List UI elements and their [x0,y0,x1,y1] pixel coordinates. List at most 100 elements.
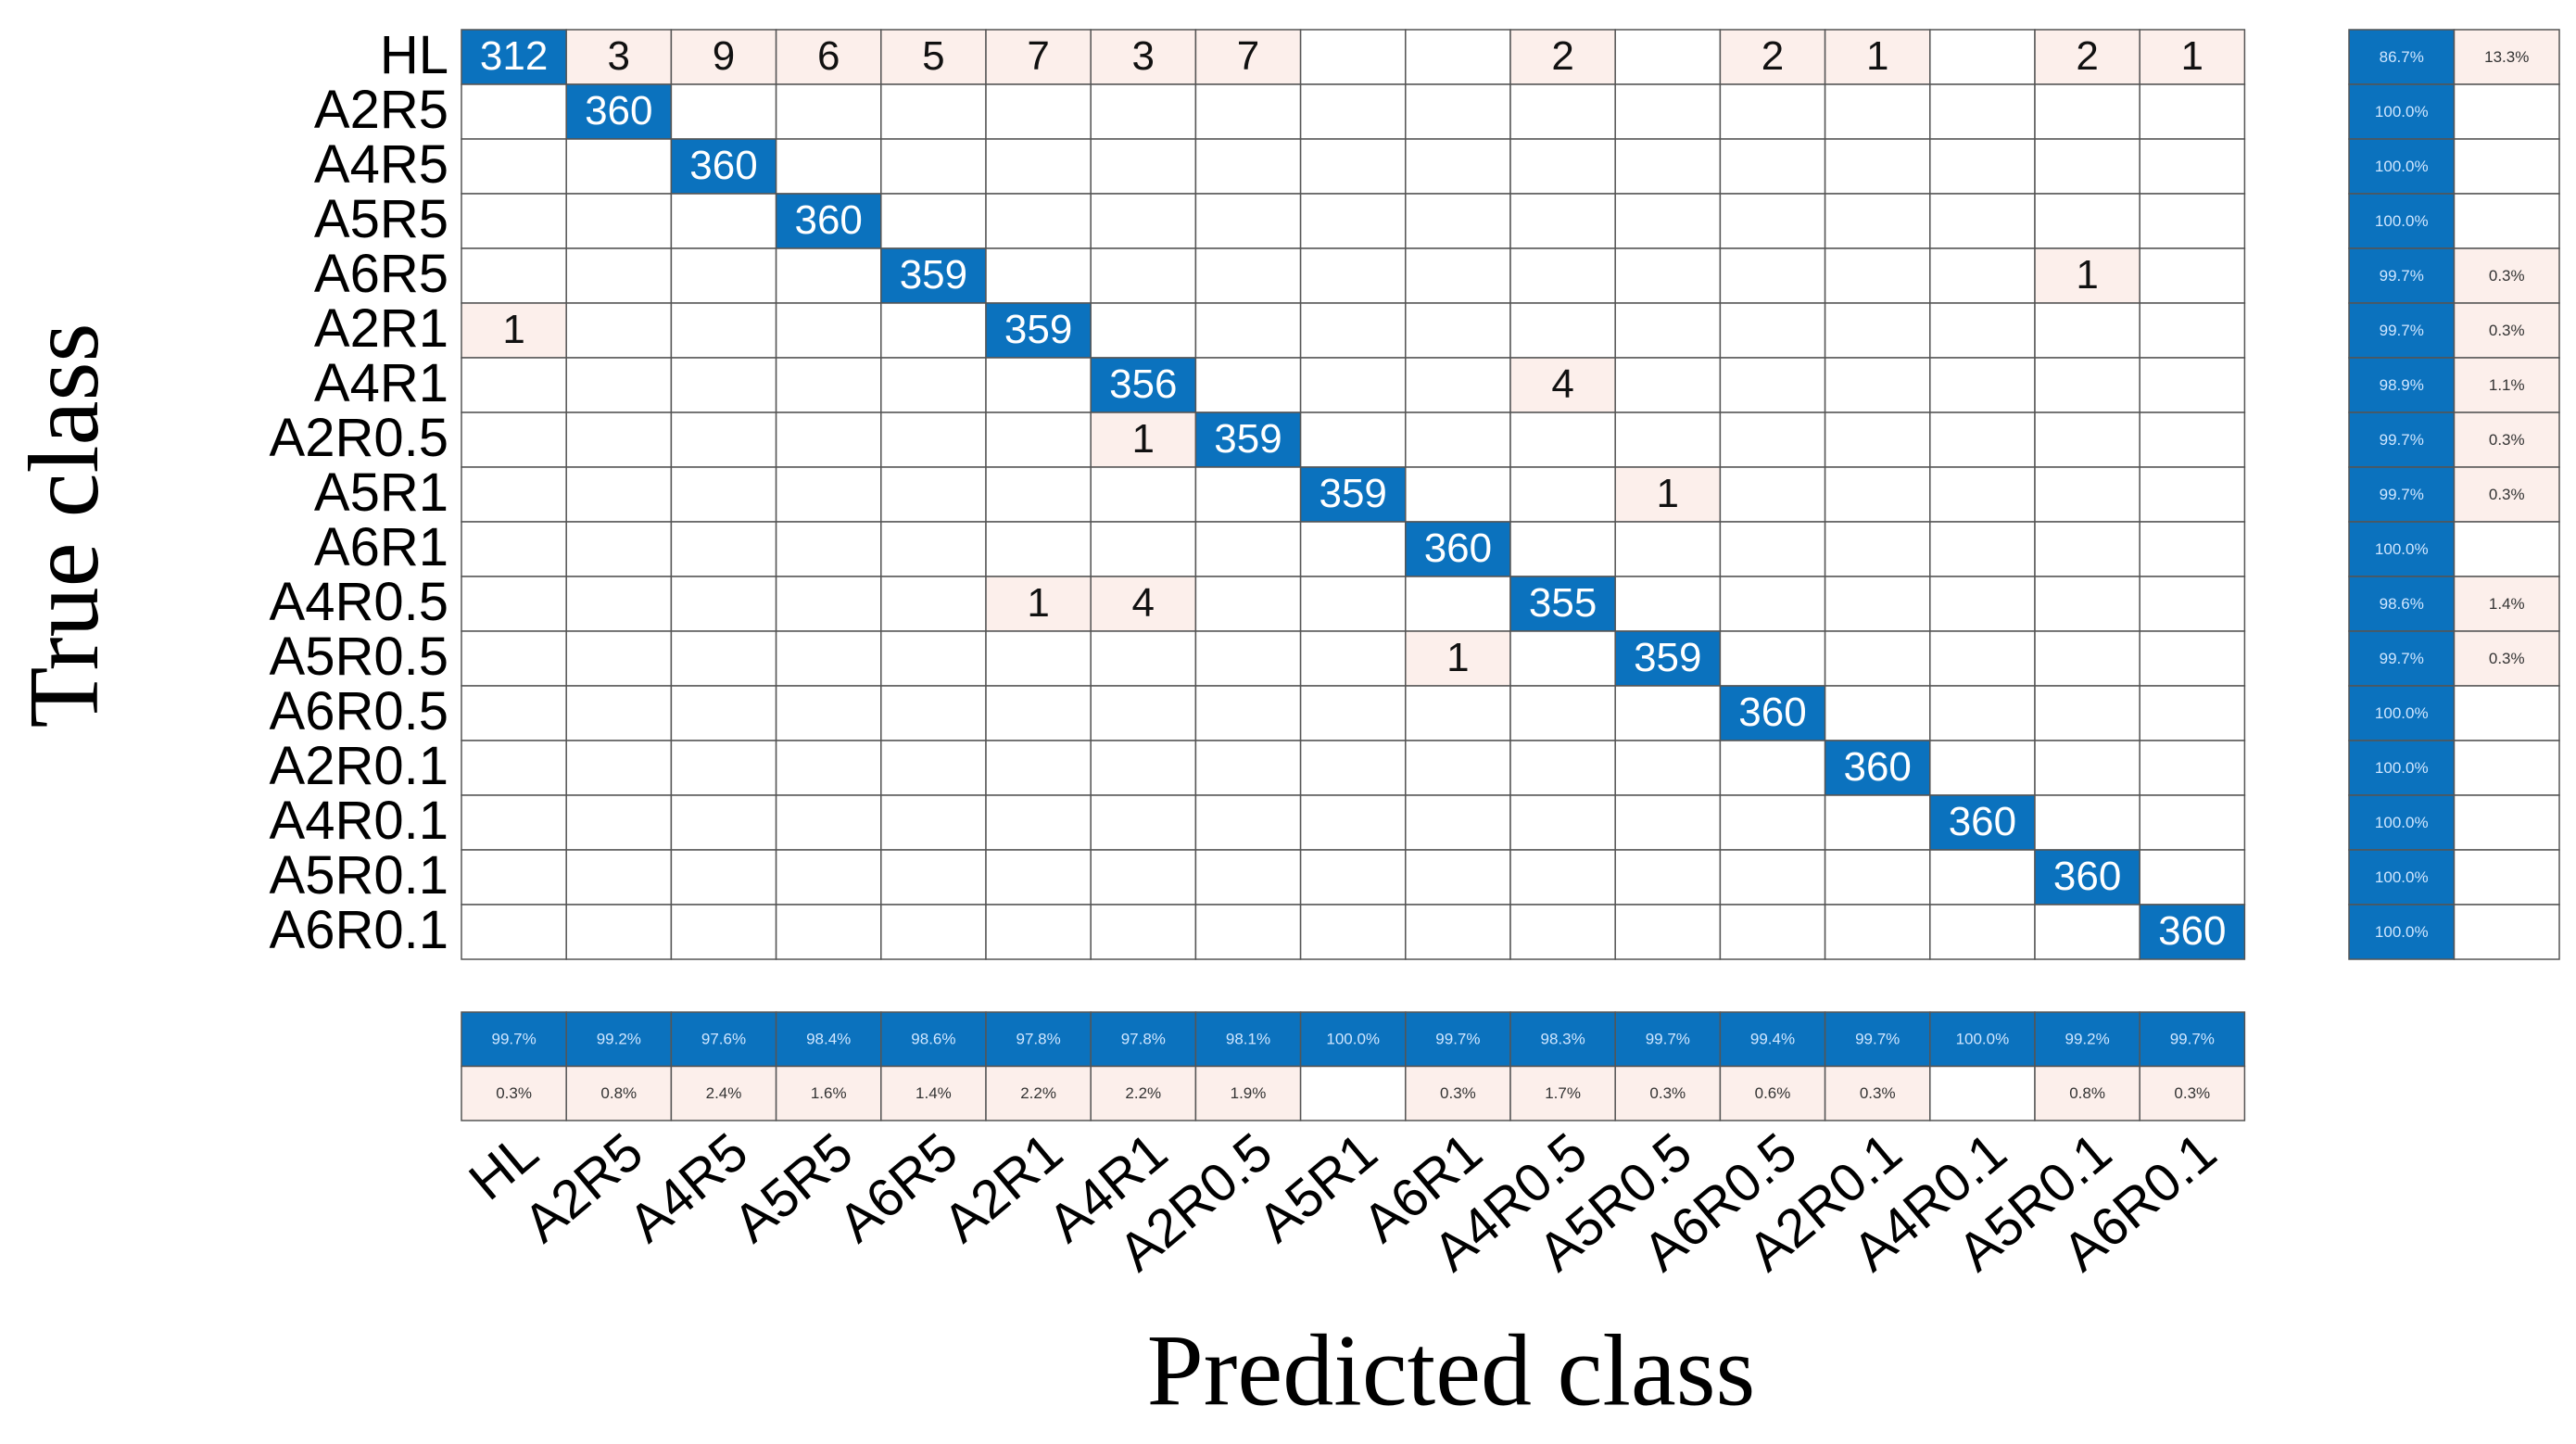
empty-cell [985,357,1092,413]
empty-cell [1509,630,1616,687]
cell [880,247,987,304]
y-tick-label: A6R0.5 [270,681,448,741]
empty-cell [880,83,987,140]
empty-cell [461,849,567,906]
empty-cell [1405,740,1511,796]
empty-cell [1614,302,1722,359]
y-tick-label: A5R0.5 [270,627,448,687]
x-tick-label: A2R5 [512,1121,654,1254]
cell-value: 1 [1446,635,1469,680]
y-tick-label: HL [380,25,448,85]
empty-cell [670,466,777,523]
empty-cell [880,466,987,523]
empty-cell [1824,466,1931,523]
row-summary-cell [2348,466,2456,523]
empty-cell [1614,576,1722,632]
empty-cell [2034,302,2140,359]
empty-cell [1299,138,1407,195]
empty-cell [670,521,777,577]
cell [985,29,1092,85]
column-summary-cell [1194,1065,1302,1121]
empty-cell [880,740,987,796]
empty-cell [880,357,987,413]
empty-cell [1719,576,1826,632]
empty-cell [1299,685,1407,741]
empty-cell [1614,357,1722,413]
cell [2139,29,2246,85]
x-tick-label: A6R5 [827,1121,969,1254]
row-summary-cell [2348,849,2456,906]
y-tick-label: A4R0.5 [270,572,448,632]
empty-cell [2139,357,2246,413]
empty-cell [1509,794,1616,851]
row-summary-label: 99.7% [2380,650,2424,667]
empty-cell [1194,521,1302,577]
empty-cell [1405,466,1511,523]
empty-cell [565,466,673,523]
empty-cell [1929,576,2036,632]
column-summary-cell [2034,1011,2140,1068]
empty-cell [1929,247,2036,304]
empty-cell [565,357,673,413]
empty-cell [2034,83,2140,140]
empty-cell [1509,466,1616,523]
empty-cell [2453,138,2560,195]
cell-value: 1 [1132,416,1155,462]
empty-cell [670,83,777,140]
column-summary-label: 0.6% [1755,1084,1791,1102]
empty-cell [1929,630,2036,687]
empty-cell [1299,849,1407,906]
empty-cell [670,357,777,413]
column-summary-label: 1.7% [1545,1084,1581,1102]
empty-cell [565,193,673,249]
cell-value: 7 [1027,33,1049,79]
cell [2139,904,2246,960]
empty-cell [2139,466,2246,523]
empty-cell [880,412,987,468]
empty-cell [2139,302,2246,359]
empty-cell [1509,247,1616,304]
empty-cell [2453,685,2560,741]
y-tick-label: A6R5 [314,244,448,304]
empty-cell [1614,412,1722,468]
empty-cell [1509,193,1616,249]
row-summary-label: 99.7% [2380,267,2424,285]
empty-cell [1299,29,1407,85]
empty-cell [565,904,673,960]
empty-cell [880,685,987,741]
empty-cell [670,849,777,906]
row-summary-label: 100.0% [2375,814,2429,831]
cell [1509,29,1616,85]
column-summary-cell [1509,1011,1616,1068]
empty-cell [2034,357,2140,413]
cell [2034,849,2140,906]
empty-cell [2453,849,2560,906]
empty-cell [775,412,882,468]
column-summary-label: 99.4% [1750,1031,1795,1048]
cell [670,138,777,195]
empty-cell [1719,412,1826,468]
empty-cell [1929,357,2036,413]
empty-cell [461,521,567,577]
column-summary-cell [1405,1011,1511,1068]
row-summary-label: 0.3% [2489,322,2525,339]
empty-cell [1194,466,1302,523]
empty-cell [985,466,1092,523]
empty-cell [2034,466,2140,523]
empty-cell [1194,904,1302,960]
column-summary-cell [1719,1011,1826,1068]
row-summary-cell [2348,302,2456,359]
empty-cell [1719,302,1826,359]
cell-value: 360 [794,197,862,243]
cell-value: 1 [2076,252,2098,298]
column-summary-cell [2139,1065,2246,1121]
column-summary-label: 0.8% [600,1084,637,1102]
empty-cell [2453,521,2560,577]
empty-cell [1299,412,1407,468]
empty-cell [1824,576,1931,632]
empty-cell [670,302,777,359]
cell-value: 4 [1132,580,1155,626]
column-summary-label: 98.3% [1540,1031,1585,1048]
empty-cell [775,576,882,632]
empty-cell [565,740,673,796]
